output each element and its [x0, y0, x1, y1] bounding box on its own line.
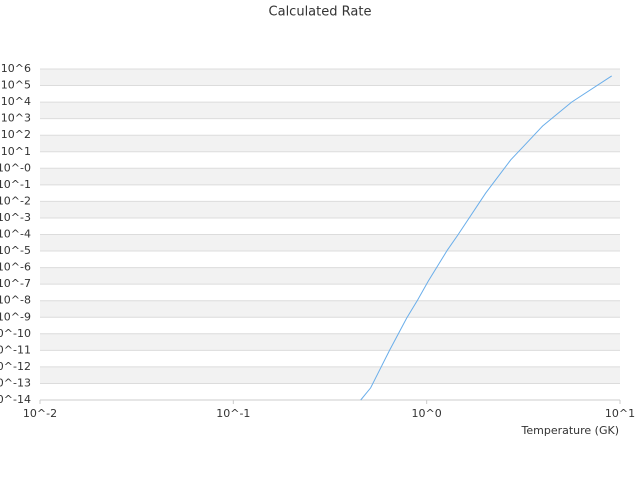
y-tick-label: 10^-7 [0, 277, 31, 290]
y-tick-label: 10^-5 [0, 244, 31, 257]
y-tick-label: 10^-12 [0, 360, 31, 373]
chart-title: Calculated Rate [269, 5, 372, 20]
band [40, 201, 620, 218]
band [40, 267, 620, 285]
data-line [360, 75, 612, 401]
x-axis-label: Temperature (GK) [521, 424, 620, 437]
y-tick-label: 10^-13 [0, 376, 31, 389]
y-tick-label: 10^-3 [0, 211, 31, 224]
band [40, 366, 620, 384]
y-tick-label: 10^-1 [0, 178, 31, 191]
y-tick-label: 10^4 [1, 95, 31, 108]
y-tick-label: 10^3 [1, 112, 31, 125]
band [40, 168, 620, 185]
y-tick-label: 10^-9 [0, 310, 31, 323]
y-tick-label: 10^-2 [0, 194, 31, 207]
y-tick-label: 10^5 [1, 79, 31, 92]
band [40, 300, 620, 318]
band [40, 102, 620, 119]
y-tick-label: 10^1 [1, 145, 31, 158]
y-tick-label: 10^-4 [0, 228, 31, 241]
x-tick-label: 10^0 [412, 407, 442, 420]
band [40, 135, 620, 152]
band [40, 234, 620, 252]
band [40, 333, 620, 351]
x-tick-label: 10^-2 [23, 407, 57, 420]
band [40, 69, 620, 86]
y-tick-label: 10^-14 [0, 393, 31, 406]
x-tick-label: 10^-1 [216, 407, 250, 420]
y-tick-label: 10^-0 [0, 161, 31, 174]
y-tick-label: 10^-6 [0, 261, 31, 274]
y-tick-label: 10^-10 [0, 327, 31, 340]
y-tick-label: 10^-11 [0, 343, 31, 356]
x-tick-label: 10^1 [605, 407, 635, 420]
bands [40, 69, 620, 384]
y-tick-label: 10^6 [1, 62, 31, 75]
y-tick-label: 10^2 [1, 128, 31, 141]
y-tick-label: 10^-8 [0, 294, 31, 307]
